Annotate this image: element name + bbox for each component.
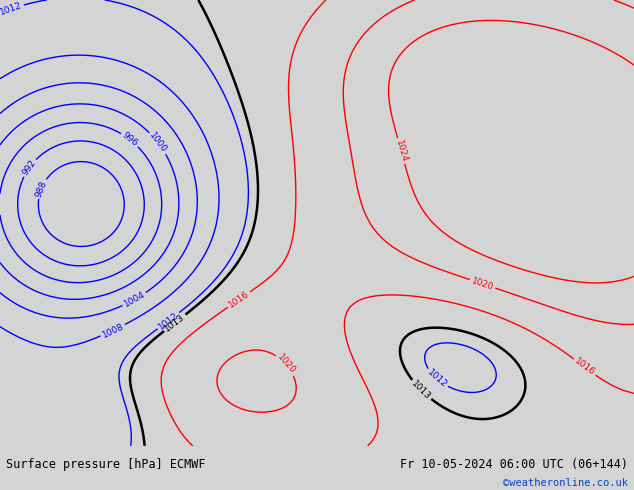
Text: 1012: 1012 [0,1,23,17]
Text: Surface pressure [hPa] ECMWF: Surface pressure [hPa] ECMWF [6,458,206,471]
Text: 1012: 1012 [157,310,180,331]
Text: 988: 988 [34,179,49,198]
Text: Fr 10-05-2024 06:00 UTC (06+144): Fr 10-05-2024 06:00 UTC (06+144) [399,458,628,471]
Text: 1016: 1016 [573,357,597,378]
Text: 1000: 1000 [148,131,169,155]
Text: 1020: 1020 [470,276,495,292]
Text: 1013: 1013 [163,312,186,333]
Text: ©weatheronline.co.uk: ©weatheronline.co.uk [503,478,628,488]
Text: 1024: 1024 [394,139,408,163]
Text: 1020: 1020 [275,353,297,376]
Text: 992: 992 [21,158,38,177]
Text: 1013: 1013 [410,379,432,401]
Text: 1016: 1016 [227,289,251,310]
Text: 1008: 1008 [101,321,125,340]
Text: 1012: 1012 [425,368,448,390]
Text: 996: 996 [120,131,139,148]
Text: 1004: 1004 [122,290,146,309]
